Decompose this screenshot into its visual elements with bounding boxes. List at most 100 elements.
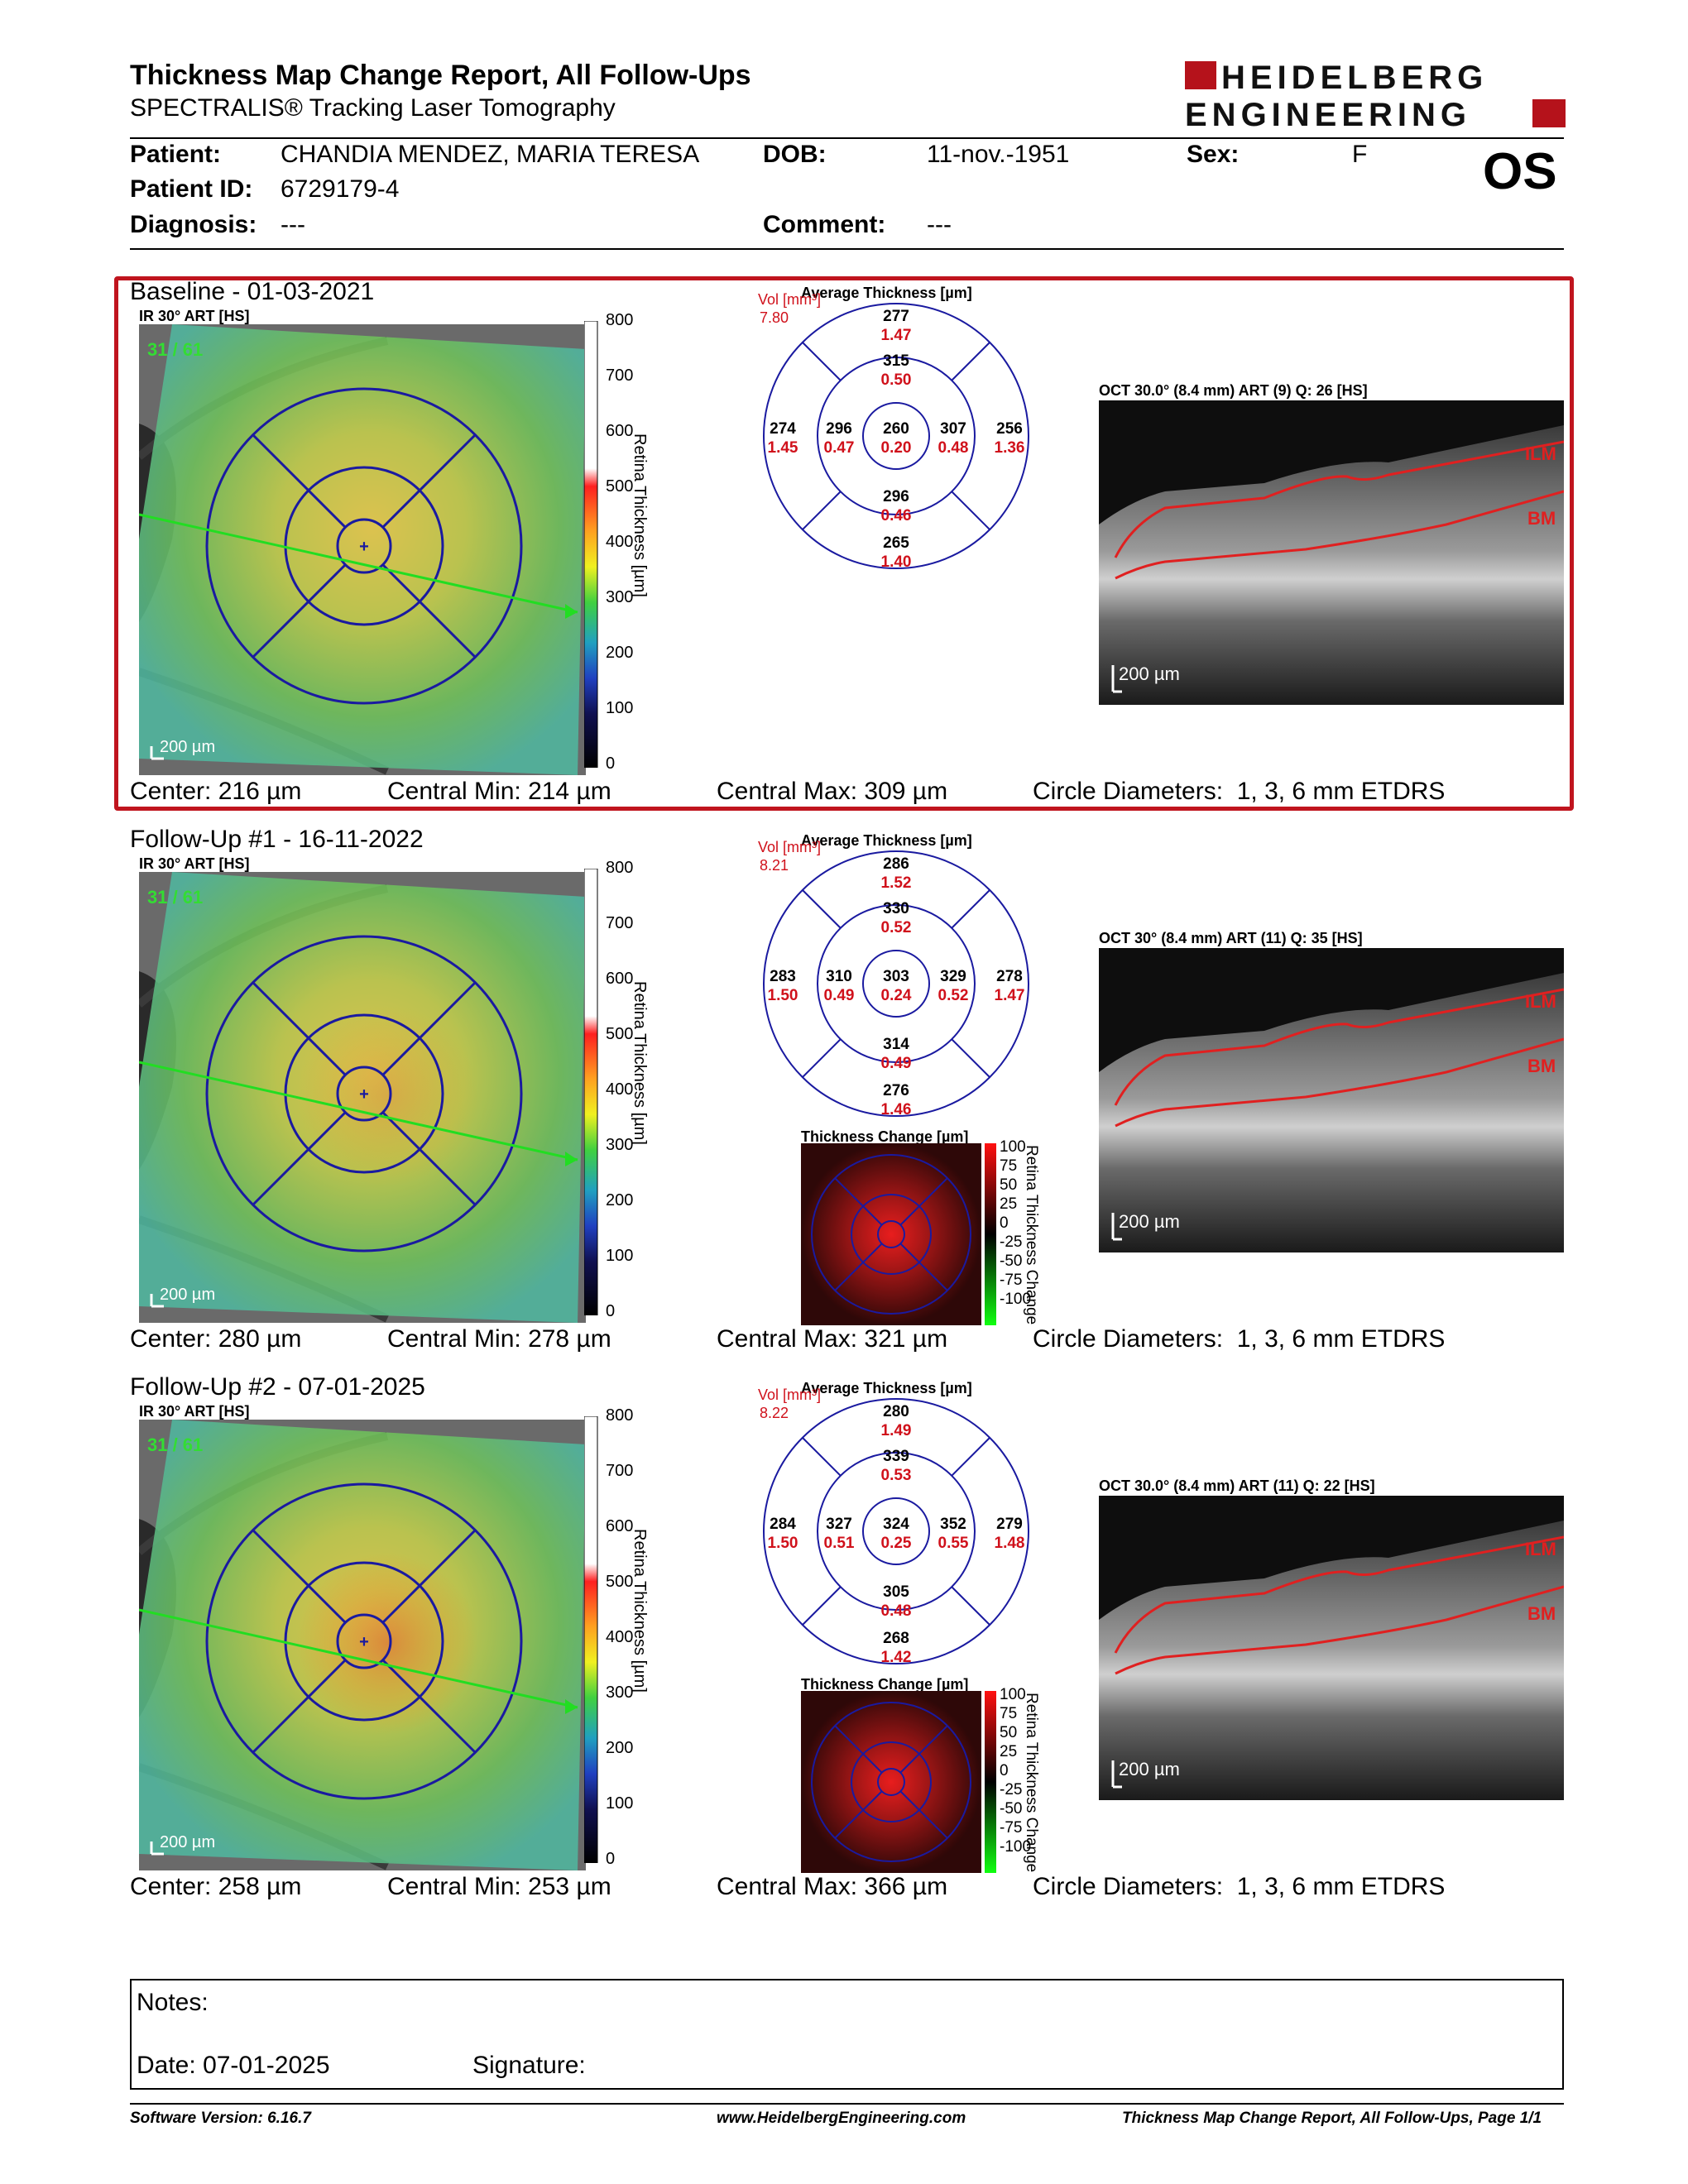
vol-value: 7.80 bbox=[760, 309, 789, 326]
bm-boundary bbox=[1115, 490, 1564, 580]
oct-bscan[interactable]: ILM BM 200 µm bbox=[1099, 1496, 1564, 1800]
patient-id-label: Patient ID: bbox=[130, 175, 253, 203]
heidelberg-logo: HEIDELBERG ENGINEERING bbox=[1185, 60, 1566, 131]
etdrs-volume-outer_left: 1.45 bbox=[767, 439, 798, 457]
colorbar-tick: 600 bbox=[606, 970, 634, 988]
etdrs-volume-outer_left: 1.50 bbox=[767, 1535, 798, 1552]
etdrs-volume-outer_sup: 1.49 bbox=[880, 1422, 912, 1439]
etdrs-volume-outer_right: 1.48 bbox=[994, 1535, 1025, 1552]
vol-label: Vol [mm³] bbox=[758, 291, 822, 308]
svg-text:+: + bbox=[359, 1085, 369, 1104]
etdrs-volume-center: 0.24 bbox=[880, 987, 912, 1004]
etdrs-thickness-chart bbox=[763, 1398, 1029, 1664]
change-colorbar-tick: 50 bbox=[1000, 1724, 1018, 1741]
logo-text-1: HEIDELBERG bbox=[1221, 60, 1488, 96]
thickening-region bbox=[296, 1004, 478, 1186]
central-max: Central Max: 309 µm bbox=[717, 778, 948, 805]
etdrs-thickness-inner_sup: 339 bbox=[883, 1448, 909, 1465]
colorbar-ticks: 800 700 600 500 400 300 200 100 0 bbox=[606, 1406, 655, 1870]
center-thickness: Center: 280 µm bbox=[130, 1325, 302, 1353]
diagnosis-value: --- bbox=[281, 211, 305, 238]
vol-label: Vol [mm³] bbox=[758, 839, 822, 855]
colorbar-ticks: 800 700 600 500 400 300 200 100 0 bbox=[606, 859, 655, 1322]
change-colorbar-tick: 25 bbox=[1000, 1743, 1018, 1760]
colorbar-title: Retina Thickness [µm] bbox=[631, 433, 649, 597]
colorbar-tick: 0 bbox=[606, 1302, 616, 1320]
etdrs-values: Vol [mm³] 8.21 286 1.52 330 0.52 283 1.50 310 0… bbox=[758, 839, 1033, 1128]
circle-diameters: Circle Diameters: 1, 3, 6 mm ETDRS bbox=[1033, 1873, 1446, 1900]
etdrs-volume-center: 0.25 bbox=[880, 1535, 912, 1552]
central-max: Central Max: 321 µm bbox=[717, 1325, 948, 1353]
etdrs-thickness-outer_right: 256 bbox=[996, 420, 1023, 438]
change-title: Thickness Change [µm] bbox=[801, 1128, 969, 1145]
colorbar-tick: 800 bbox=[606, 1406, 634, 1425]
etdrs-thickness-inner_inf: 296 bbox=[883, 488, 909, 505]
etdrs-thickness-outer_inf: 265 bbox=[883, 534, 909, 552]
bm-label: BM bbox=[1527, 1603, 1556, 1624]
colorbar-tick: 700 bbox=[606, 1462, 634, 1480]
notes-label: Notes: bbox=[137, 1989, 209, 2016]
ir-label: IR 30° ART [HS] bbox=[139, 1403, 250, 1420]
etdrs-volume-outer_inf: 1.42 bbox=[880, 1649, 912, 1666]
etdrs-thickness-outer_inf: 276 bbox=[883, 1082, 909, 1099]
oct-label: OCT 30.0° (8.4 mm) ART (9) Q: 26 [HS] bbox=[1099, 382, 1368, 399]
etdrs-thickness-center: 260 bbox=[883, 420, 909, 438]
etdrs-volume-inner_inf: 0.46 bbox=[880, 507, 912, 524]
change-colorbar-tick: 0 bbox=[1000, 1214, 1009, 1232]
change-colorbar-tick: 100 bbox=[1000, 1686, 1026, 1703]
colorbar-tick: 400 bbox=[606, 1628, 634, 1646]
etdrs-thickness-inner_sup: 315 bbox=[883, 352, 909, 370]
exam-title: Follow-Up #1 - 16-11-2022 bbox=[130, 826, 424, 853]
ilm-label: ILM bbox=[1525, 991, 1556, 1012]
change-colorbar-tick: -100 bbox=[1000, 1838, 1032, 1856]
etdrs-volume-outer_inf: 1.46 bbox=[880, 1101, 912, 1118]
patient-name: CHANDIA MENDEZ, MARIA TERESA bbox=[281, 141, 700, 168]
etdrs-volume-inner_right: 0.52 bbox=[938, 987, 969, 1004]
oct-scale-bar: 200 µm bbox=[1119, 1211, 1180, 1232]
etdrs-thickness-inner_right: 329 bbox=[940, 968, 966, 985]
change-colorbar-tick: -25 bbox=[1000, 1781, 1023, 1798]
etdrs-thickness-inner_right: 352 bbox=[940, 1516, 966, 1533]
oct-label: OCT 30.0° (8.4 mm) ART (11) Q: 22 [HS] bbox=[1099, 1478, 1375, 1494]
oct-bscan[interactable]: ILM BM 200 µm bbox=[1099, 400, 1564, 705]
oct-scale-bar: 200 µm bbox=[1119, 1759, 1180, 1779]
etdrs-grid bbox=[205, 387, 523, 705]
diagnosis-label: Diagnosis: bbox=[130, 211, 257, 238]
scan-line bbox=[139, 1061, 578, 1161]
eye-indicator: OS bbox=[1483, 143, 1557, 200]
thickness-colorbar bbox=[584, 1416, 598, 1863]
oct-bscan[interactable]: ILM BM 200 µm bbox=[1099, 948, 1564, 1252]
colorbar-ticks: 800 700 600 500 400 300 200 100 0 bbox=[606, 311, 655, 774]
colorbar-tick: 500 bbox=[606, 1573, 634, 1591]
thickness-map[interactable]: + 31 / 61 200 µm bbox=[139, 872, 586, 1323]
etdrs-thickness-outer_inf: 268 bbox=[883, 1630, 909, 1647]
etdrs-thickness-inner_left: 296 bbox=[826, 420, 852, 438]
etdrs-volume-outer_sup: 1.52 bbox=[880, 874, 912, 892]
section-frame bbox=[114, 276, 1574, 811]
map-scale-bar: 200 µm bbox=[160, 1286, 215, 1304]
change-colorbar-tick: 50 bbox=[1000, 1176, 1018, 1194]
etdrs-thickness-chart bbox=[763, 303, 1029, 569]
software-version: Software Version: 6.16.7 bbox=[130, 2110, 311, 2127]
exam-title: Follow-Up #2 - 07-01-2025 bbox=[130, 1373, 425, 1401]
colorbar-tick: 300 bbox=[606, 1136, 634, 1154]
notes-box[interactable]: Notes: Date: 07-01-2025 Signature: bbox=[130, 1979, 1564, 2090]
center-thickness: Center: 216 µm bbox=[130, 778, 302, 805]
exam-title: Baseline - 01-03-2021 bbox=[130, 278, 375, 305]
comment-label: Comment: bbox=[763, 211, 886, 238]
bm-label: BM bbox=[1527, 508, 1556, 529]
scan-line bbox=[139, 1608, 578, 1709]
thickness-map[interactable]: + 31 / 61 200 µm bbox=[139, 1420, 586, 1870]
report-subtitle: SPECTRALIS® Tracking Laser Tomography bbox=[130, 94, 616, 122]
scan-line bbox=[139, 513, 578, 614]
exam-section: Baseline - 01-03-2021 IR 30° ART [HS] bbox=[0, 276, 1688, 826]
colorbar-tick: 200 bbox=[606, 1191, 634, 1209]
colorbar-tick: 300 bbox=[606, 1684, 634, 1702]
retina-layers bbox=[1099, 1521, 1564, 1800]
etdrs-thickness-outer_left: 283 bbox=[770, 968, 796, 985]
frame-counter: 31 / 61 bbox=[147, 339, 203, 360]
signature-label: Signature: bbox=[472, 2052, 586, 2079]
colorbar-tick: 800 bbox=[606, 311, 634, 329]
change-map-block: Thickness Change [µm] bbox=[801, 1128, 1074, 1332]
thickness-map[interactable]: + 31 / 61 200 µm bbox=[139, 324, 586, 775]
